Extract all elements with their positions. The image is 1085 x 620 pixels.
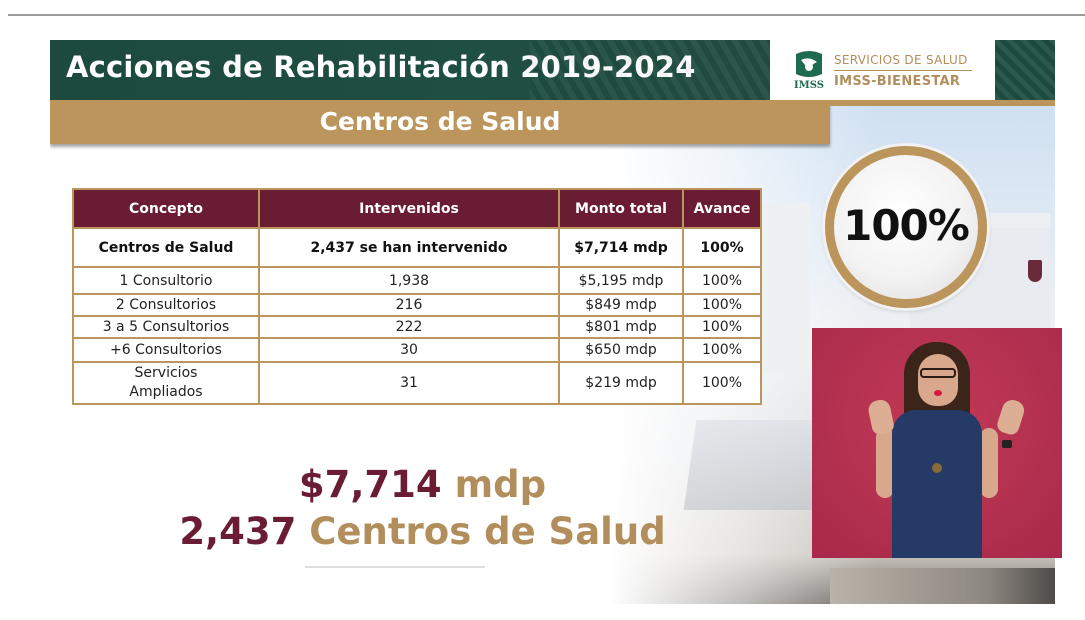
- table-row-total: Centros de Salud 2,437 se han intervenid…: [72, 227, 762, 268]
- table-row: Servicios Ampliados 31 $219 mdp 100%: [72, 361, 762, 405]
- cell-avance: 100%: [682, 227, 762, 268]
- logo-divider: [834, 70, 972, 71]
- table-row: 3 a 5 Consultorios 222 $801 mdp 100%: [72, 315, 762, 339]
- table-row: 1 Consultorio 1,938 $5,195 mdp 100%: [72, 266, 762, 295]
- cell-monto: $5,195 mdp: [558, 266, 684, 295]
- cell-monto: $849 mdp: [558, 293, 684, 317]
- top-divider-line: [8, 14, 1085, 16]
- cell-concepto: Servicios Ampliados: [72, 361, 260, 405]
- summary-underline: [305, 566, 485, 568]
- cell-intervenidos: 31: [258, 361, 560, 405]
- logo-line-imss-bienestar: IMSS-BIENESTAR: [834, 74, 961, 89]
- interpreter-glasses: [920, 368, 956, 378]
- cell-intervenidos: 2,437 se han intervenido: [258, 227, 560, 268]
- title-banner: Acciones de Rehabilitación 2019-2024: [50, 40, 770, 100]
- cell-intervenidos: 222: [258, 315, 560, 339]
- sign-language-interpreter-video: [812, 328, 1062, 558]
- cell-avance: 100%: [682, 337, 762, 363]
- cell-concepto-line2: Ampliados: [129, 384, 203, 400]
- ground: [830, 568, 1055, 604]
- decorative-pattern: [995, 40, 1055, 100]
- summary-amount-unit: mdp: [454, 463, 547, 506]
- interpreter-arm-left: [876, 428, 894, 498]
- cell-avance: 100%: [682, 361, 762, 405]
- summary-amount: $7,714 mdp: [50, 463, 795, 506]
- cell-intervenidos: 216: [258, 293, 560, 317]
- cell-monto: $7,714 mdp: [558, 227, 684, 268]
- imss-emblem-icon: IMSS: [794, 51, 824, 90]
- cell-intervenidos: 1,938: [258, 266, 560, 295]
- table-header-row: Concepto Intervenidos Monto total Avance: [72, 188, 762, 229]
- svg-text:IMSS: IMSS: [794, 80, 824, 90]
- cell-avance: 100%: [682, 293, 762, 317]
- cell-concepto: +6 Consultorios: [72, 337, 260, 363]
- cell-concepto: Centros de Salud: [72, 227, 260, 268]
- cell-monto: $801 mdp: [558, 315, 684, 339]
- header-concepto: Concepto: [72, 188, 260, 229]
- logo-line-servicios: SERVICIOS DE SALUD: [834, 53, 968, 67]
- rehabilitation-table: Concepto Intervenidos Monto total Avance…: [72, 188, 762, 405]
- subtitle-banner-extension: [830, 100, 1055, 106]
- header-monto-total: Monto total: [558, 188, 684, 229]
- cell-concepto: 3 a 5 Consultorios: [72, 315, 260, 339]
- interpreter-watch-icon: [1002, 440, 1012, 448]
- cell-avance: 100%: [682, 266, 762, 295]
- summary-count-value: 2,437: [179, 510, 297, 553]
- table-row: +6 Consultorios 30 $650 mdp 100%: [72, 337, 762, 363]
- page-title: Acciones de Rehabilitación 2019-2024: [66, 50, 696, 84]
- presentation-slide: SALUD Acciones de Rehabilitación 2019-20…: [50, 38, 1055, 604]
- subtitle-banner: Centros de Salud: [50, 100, 830, 144]
- interpreter-dress: [892, 410, 982, 558]
- header-intervenidos: Intervenidos: [258, 188, 560, 229]
- page-subtitle: Centros de Salud: [319, 107, 561, 136]
- interpreter-arm-right: [980, 428, 998, 498]
- cell-monto: $650 mdp: [558, 337, 684, 363]
- cell-avance: 100%: [682, 315, 762, 339]
- header-avance: Avance: [682, 188, 762, 229]
- summary-amount-value: $7,714: [298, 463, 442, 506]
- table-row: 2 Consultorios 216 $849 mdp 100%: [72, 293, 762, 317]
- imss-bienestar-logo: IMSS SERVICIOS DE SALUD IMSS-BIENESTAR: [770, 40, 995, 100]
- summary-count: 2,437 Centros de Salud: [50, 510, 795, 553]
- cell-intervenidos: 30: [258, 337, 560, 363]
- cell-concepto: 1 Consultorio: [72, 266, 260, 295]
- building-shield-icon: [1028, 260, 1042, 282]
- summary-count-label: Centros de Salud: [309, 510, 666, 553]
- cell-monto: $219 mdp: [558, 361, 684, 405]
- interpreter-lips: [934, 390, 942, 396]
- progress-badge: 100%: [825, 146, 987, 308]
- cell-concepto: 2 Consultorios: [72, 293, 260, 317]
- interpreter-face: [918, 354, 958, 406]
- cell-concepto-line1: Servicios: [134, 365, 198, 381]
- progress-badge-value: 100%: [843, 201, 970, 250]
- interpreter-brooch: [932, 463, 942, 473]
